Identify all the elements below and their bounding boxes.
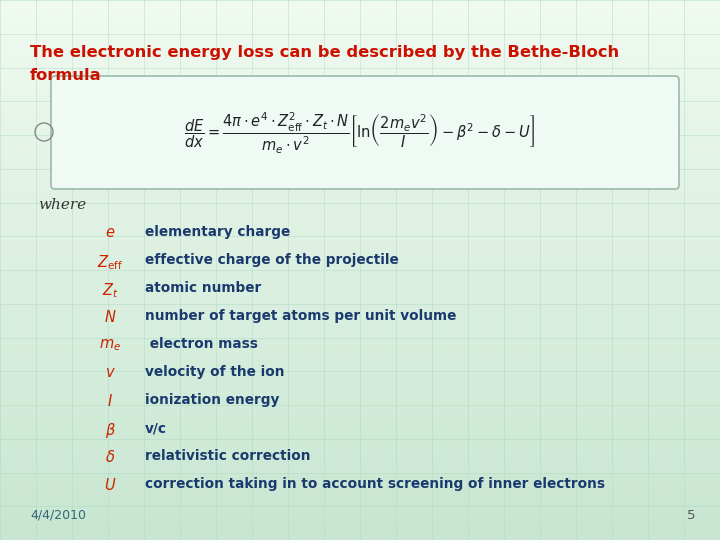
Text: $\delta$: $\delta$ xyxy=(105,449,115,465)
Text: velocity of the ion: velocity of the ion xyxy=(145,365,284,379)
Text: $e$: $e$ xyxy=(105,225,115,240)
Text: $U$: $U$ xyxy=(104,477,116,493)
Text: number of target atoms per unit volume: number of target atoms per unit volume xyxy=(145,309,456,323)
FancyBboxPatch shape xyxy=(51,76,679,189)
Text: where: where xyxy=(38,198,86,212)
Text: electron mass: electron mass xyxy=(145,337,258,351)
Text: The electronic energy loss can be described by the Bethe-Bloch: The electronic energy loss can be descri… xyxy=(30,45,619,60)
Text: elementary charge: elementary charge xyxy=(145,225,290,239)
Text: relativistic correction: relativistic correction xyxy=(145,449,310,463)
Text: formula: formula xyxy=(30,68,102,83)
Text: 4/4/2010: 4/4/2010 xyxy=(30,509,86,522)
Text: $\beta$: $\beta$ xyxy=(104,421,115,440)
Text: $v$: $v$ xyxy=(104,365,115,380)
Text: $Z_{\mathrm{eff}}$: $Z_{\mathrm{eff}}$ xyxy=(97,253,123,272)
Text: 5: 5 xyxy=(686,509,695,522)
Text: atomic number: atomic number xyxy=(145,281,261,295)
Text: v/c: v/c xyxy=(145,421,167,435)
Text: ionization energy: ionization energy xyxy=(145,393,279,407)
Text: $\dfrac{dE}{dx} = \dfrac{4\pi \cdot e^4 \cdot Z_{\mathrm{eff}}^2 \cdot Z_t \cdot: $\dfrac{dE}{dx} = \dfrac{4\pi \cdot e^4 … xyxy=(184,110,536,156)
Text: $m_e$: $m_e$ xyxy=(99,337,121,353)
Text: correction taking in to account screening of inner electrons: correction taking in to account screenin… xyxy=(145,477,605,491)
Text: $Z_t$: $Z_t$ xyxy=(102,281,118,300)
Text: effective charge of the projectile: effective charge of the projectile xyxy=(145,253,399,267)
Text: $N$: $N$ xyxy=(104,309,116,325)
Text: $I$: $I$ xyxy=(107,393,113,409)
